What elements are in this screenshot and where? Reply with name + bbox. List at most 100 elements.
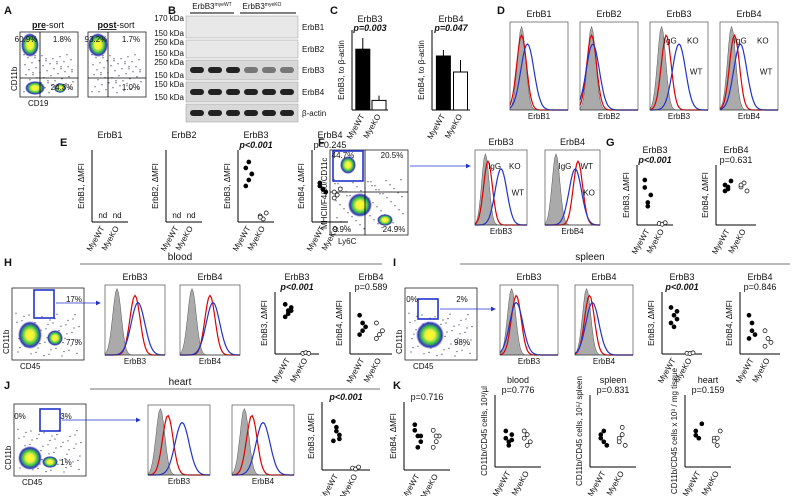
gate bbox=[33, 289, 55, 319]
data-point bbox=[360, 320, 365, 326]
data-point bbox=[717, 428, 723, 434]
flow-event bbox=[137, 88, 139, 90]
flow-event bbox=[38, 60, 40, 62]
flow-event bbox=[458, 324, 460, 326]
x-axis-label: ErbB4 bbox=[199, 357, 222, 366]
data-point bbox=[282, 302, 288, 307]
data-point bbox=[282, 314, 288, 320]
flow-event bbox=[41, 55, 43, 57]
p-value: p=0.831 bbox=[597, 385, 630, 395]
flow-event bbox=[32, 72, 34, 74]
flow-event bbox=[409, 321, 411, 323]
lane-sup: myeWT bbox=[215, 2, 232, 8]
bar bbox=[453, 71, 468, 111]
flow-event bbox=[390, 201, 392, 203]
flow-event bbox=[56, 313, 58, 315]
flow-event bbox=[99, 62, 101, 64]
p-value: p=0.631 bbox=[720, 155, 753, 165]
y-axis-label: ErbB4, ΔMFI bbox=[701, 172, 710, 218]
histogram-tag: IgG bbox=[559, 162, 572, 171]
flow-event bbox=[68, 76, 70, 78]
flow-event bbox=[78, 326, 80, 328]
data-point bbox=[249, 171, 255, 177]
flow-event bbox=[451, 330, 453, 332]
data-point bbox=[418, 439, 424, 445]
flow-event bbox=[349, 195, 351, 197]
data-point bbox=[503, 428, 509, 434]
flow-event bbox=[455, 342, 457, 344]
flow-event bbox=[48, 353, 50, 355]
flow-event bbox=[15, 312, 17, 314]
flow-density bbox=[21, 33, 39, 57]
flow-event bbox=[360, 190, 362, 192]
data-point bbox=[509, 432, 515, 437]
flow-event bbox=[31, 62, 33, 64]
flow-event bbox=[94, 86, 96, 88]
gate-percent: 20.5% bbox=[381, 151, 404, 160]
flow-event bbox=[128, 66, 130, 68]
data-point bbox=[668, 305, 674, 310]
flow-event bbox=[347, 212, 349, 214]
plot-title: ErbB4 bbox=[723, 145, 748, 155]
data-point bbox=[699, 421, 705, 427]
data-point bbox=[331, 189, 337, 195]
title-bold: pre bbox=[32, 20, 46, 30]
flow-event bbox=[136, 76, 138, 78]
gate-percent: 2% bbox=[456, 295, 468, 304]
y-axis-label: CD11b bbox=[395, 329, 404, 354]
y-axis-label: ErbB4, to β-actin bbox=[417, 40, 426, 100]
flow-event bbox=[126, 83, 128, 85]
y-axis-label: ErbB3, ΔMFI bbox=[223, 163, 232, 209]
flow-event bbox=[59, 56, 61, 58]
flow-event bbox=[60, 325, 62, 327]
flow-event bbox=[67, 66, 69, 68]
flow-event bbox=[42, 65, 44, 67]
flow-event bbox=[382, 193, 384, 195]
x-axis-label: ErbB3 bbox=[124, 357, 147, 366]
flow-event bbox=[92, 64, 94, 66]
flow-event bbox=[131, 61, 133, 63]
flow-event bbox=[52, 58, 54, 60]
flow-event bbox=[71, 331, 73, 333]
flow-event bbox=[72, 461, 74, 463]
y-axis-label: ErbB4, ΔMFI bbox=[725, 300, 734, 346]
data-point bbox=[360, 328, 365, 334]
kda-marker: 150 kDa bbox=[154, 29, 184, 38]
blot-band bbox=[208, 89, 222, 95]
flow-event bbox=[339, 204, 341, 206]
panel-label: H bbox=[4, 257, 12, 269]
blot-row-label: ErbB4 bbox=[302, 88, 325, 97]
data-point bbox=[357, 332, 362, 337]
flow-event bbox=[98, 91, 100, 93]
flow-event bbox=[371, 185, 373, 187]
blot-band bbox=[262, 110, 276, 116]
flow-event bbox=[108, 82, 110, 84]
flow-event bbox=[50, 469, 52, 471]
flow-event bbox=[100, 72, 102, 74]
flow-event bbox=[19, 467, 21, 469]
flow-event bbox=[55, 447, 57, 449]
data-point bbox=[690, 350, 696, 356]
histogram-tag: IgG bbox=[664, 37, 677, 46]
not-detected: nd bbox=[98, 211, 107, 220]
flow-event bbox=[51, 85, 53, 87]
flow-event bbox=[122, 80, 124, 82]
flow-event bbox=[386, 197, 388, 199]
flow-event bbox=[28, 69, 30, 71]
flow-event bbox=[91, 91, 93, 93]
data-point bbox=[744, 188, 750, 194]
plot-title: heart bbox=[698, 375, 719, 385]
blot-band bbox=[280, 110, 294, 116]
title-rest: -sort bbox=[46, 20, 64, 30]
blot-band bbox=[262, 89, 276, 95]
blot-band bbox=[226, 67, 240, 73]
flow-event bbox=[64, 71, 66, 73]
flow-event bbox=[49, 319, 51, 321]
bar bbox=[435, 55, 451, 111]
y-axis-label: ErbB4, ΔMFI bbox=[297, 163, 306, 209]
flow-event bbox=[39, 343, 41, 345]
flow-event bbox=[69, 88, 71, 90]
flow-event bbox=[119, 85, 121, 87]
bar-title: ErbB3 bbox=[357, 14, 382, 24]
data-point bbox=[671, 324, 677, 330]
